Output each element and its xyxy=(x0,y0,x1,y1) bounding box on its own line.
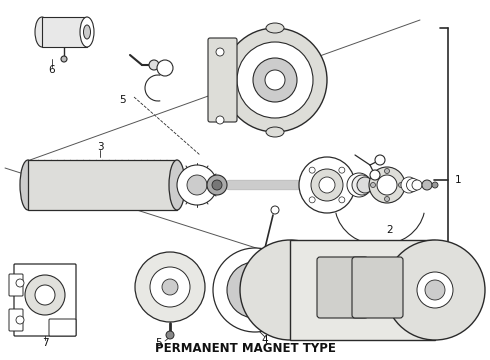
Text: 6: 6 xyxy=(49,65,55,75)
Text: 1: 1 xyxy=(455,175,461,185)
Circle shape xyxy=(35,285,55,305)
Ellipse shape xyxy=(80,17,94,47)
Circle shape xyxy=(385,197,390,202)
Circle shape xyxy=(207,175,227,195)
Circle shape xyxy=(357,177,373,193)
Circle shape xyxy=(370,183,375,188)
Circle shape xyxy=(309,167,315,173)
FancyBboxPatch shape xyxy=(352,257,403,318)
Circle shape xyxy=(377,175,397,195)
Ellipse shape xyxy=(169,160,185,210)
Circle shape xyxy=(237,42,313,118)
Ellipse shape xyxy=(266,23,284,33)
Text: 7: 7 xyxy=(42,338,49,348)
Bar xyxy=(290,240,435,340)
Circle shape xyxy=(265,70,285,90)
Circle shape xyxy=(407,179,419,192)
Circle shape xyxy=(216,116,224,124)
Circle shape xyxy=(417,272,453,308)
FancyBboxPatch shape xyxy=(14,264,76,336)
Ellipse shape xyxy=(385,240,485,340)
Text: PERMANENT MAGNET TYPE: PERMANENT MAGNET TYPE xyxy=(154,342,336,355)
Circle shape xyxy=(223,28,327,132)
Circle shape xyxy=(227,262,283,318)
FancyBboxPatch shape xyxy=(9,274,23,296)
Circle shape xyxy=(375,155,385,165)
Circle shape xyxy=(339,167,345,173)
Circle shape xyxy=(370,170,380,180)
Circle shape xyxy=(339,197,345,203)
Circle shape xyxy=(25,275,65,315)
Circle shape xyxy=(299,157,355,213)
Bar xyxy=(42,17,87,47)
FancyBboxPatch shape xyxy=(317,257,368,318)
Circle shape xyxy=(216,48,224,56)
Circle shape xyxy=(61,56,67,62)
Text: 3: 3 xyxy=(97,142,103,152)
Bar xyxy=(28,160,177,210)
FancyBboxPatch shape xyxy=(208,38,237,122)
Circle shape xyxy=(352,175,372,195)
Circle shape xyxy=(347,173,371,197)
Ellipse shape xyxy=(20,160,36,210)
Circle shape xyxy=(422,180,432,190)
Text: 2: 2 xyxy=(387,225,393,235)
Circle shape xyxy=(150,267,190,307)
Circle shape xyxy=(401,177,417,193)
FancyBboxPatch shape xyxy=(9,309,23,331)
Circle shape xyxy=(157,60,173,76)
Circle shape xyxy=(398,183,403,188)
Circle shape xyxy=(16,316,24,324)
Circle shape xyxy=(319,177,335,193)
Circle shape xyxy=(166,331,174,339)
Circle shape xyxy=(135,252,205,322)
Circle shape xyxy=(177,165,217,205)
Ellipse shape xyxy=(240,240,340,340)
Circle shape xyxy=(162,279,178,295)
FancyBboxPatch shape xyxy=(49,319,76,336)
Text: 4: 4 xyxy=(262,335,269,345)
Ellipse shape xyxy=(266,127,284,137)
Circle shape xyxy=(309,197,315,203)
Text: 5: 5 xyxy=(119,95,125,105)
Circle shape xyxy=(271,206,279,214)
Circle shape xyxy=(412,180,422,190)
Circle shape xyxy=(241,276,269,304)
Circle shape xyxy=(369,167,405,203)
Ellipse shape xyxy=(35,17,49,47)
Circle shape xyxy=(16,279,24,287)
Circle shape xyxy=(311,169,343,201)
Circle shape xyxy=(253,58,297,102)
Circle shape xyxy=(385,168,390,174)
Circle shape xyxy=(432,182,438,188)
Ellipse shape xyxy=(218,71,228,89)
Text: 5: 5 xyxy=(155,338,161,348)
Circle shape xyxy=(187,175,207,195)
Circle shape xyxy=(425,280,445,300)
Circle shape xyxy=(213,248,297,332)
Circle shape xyxy=(149,60,159,70)
Circle shape xyxy=(212,180,222,190)
Ellipse shape xyxy=(83,25,91,39)
